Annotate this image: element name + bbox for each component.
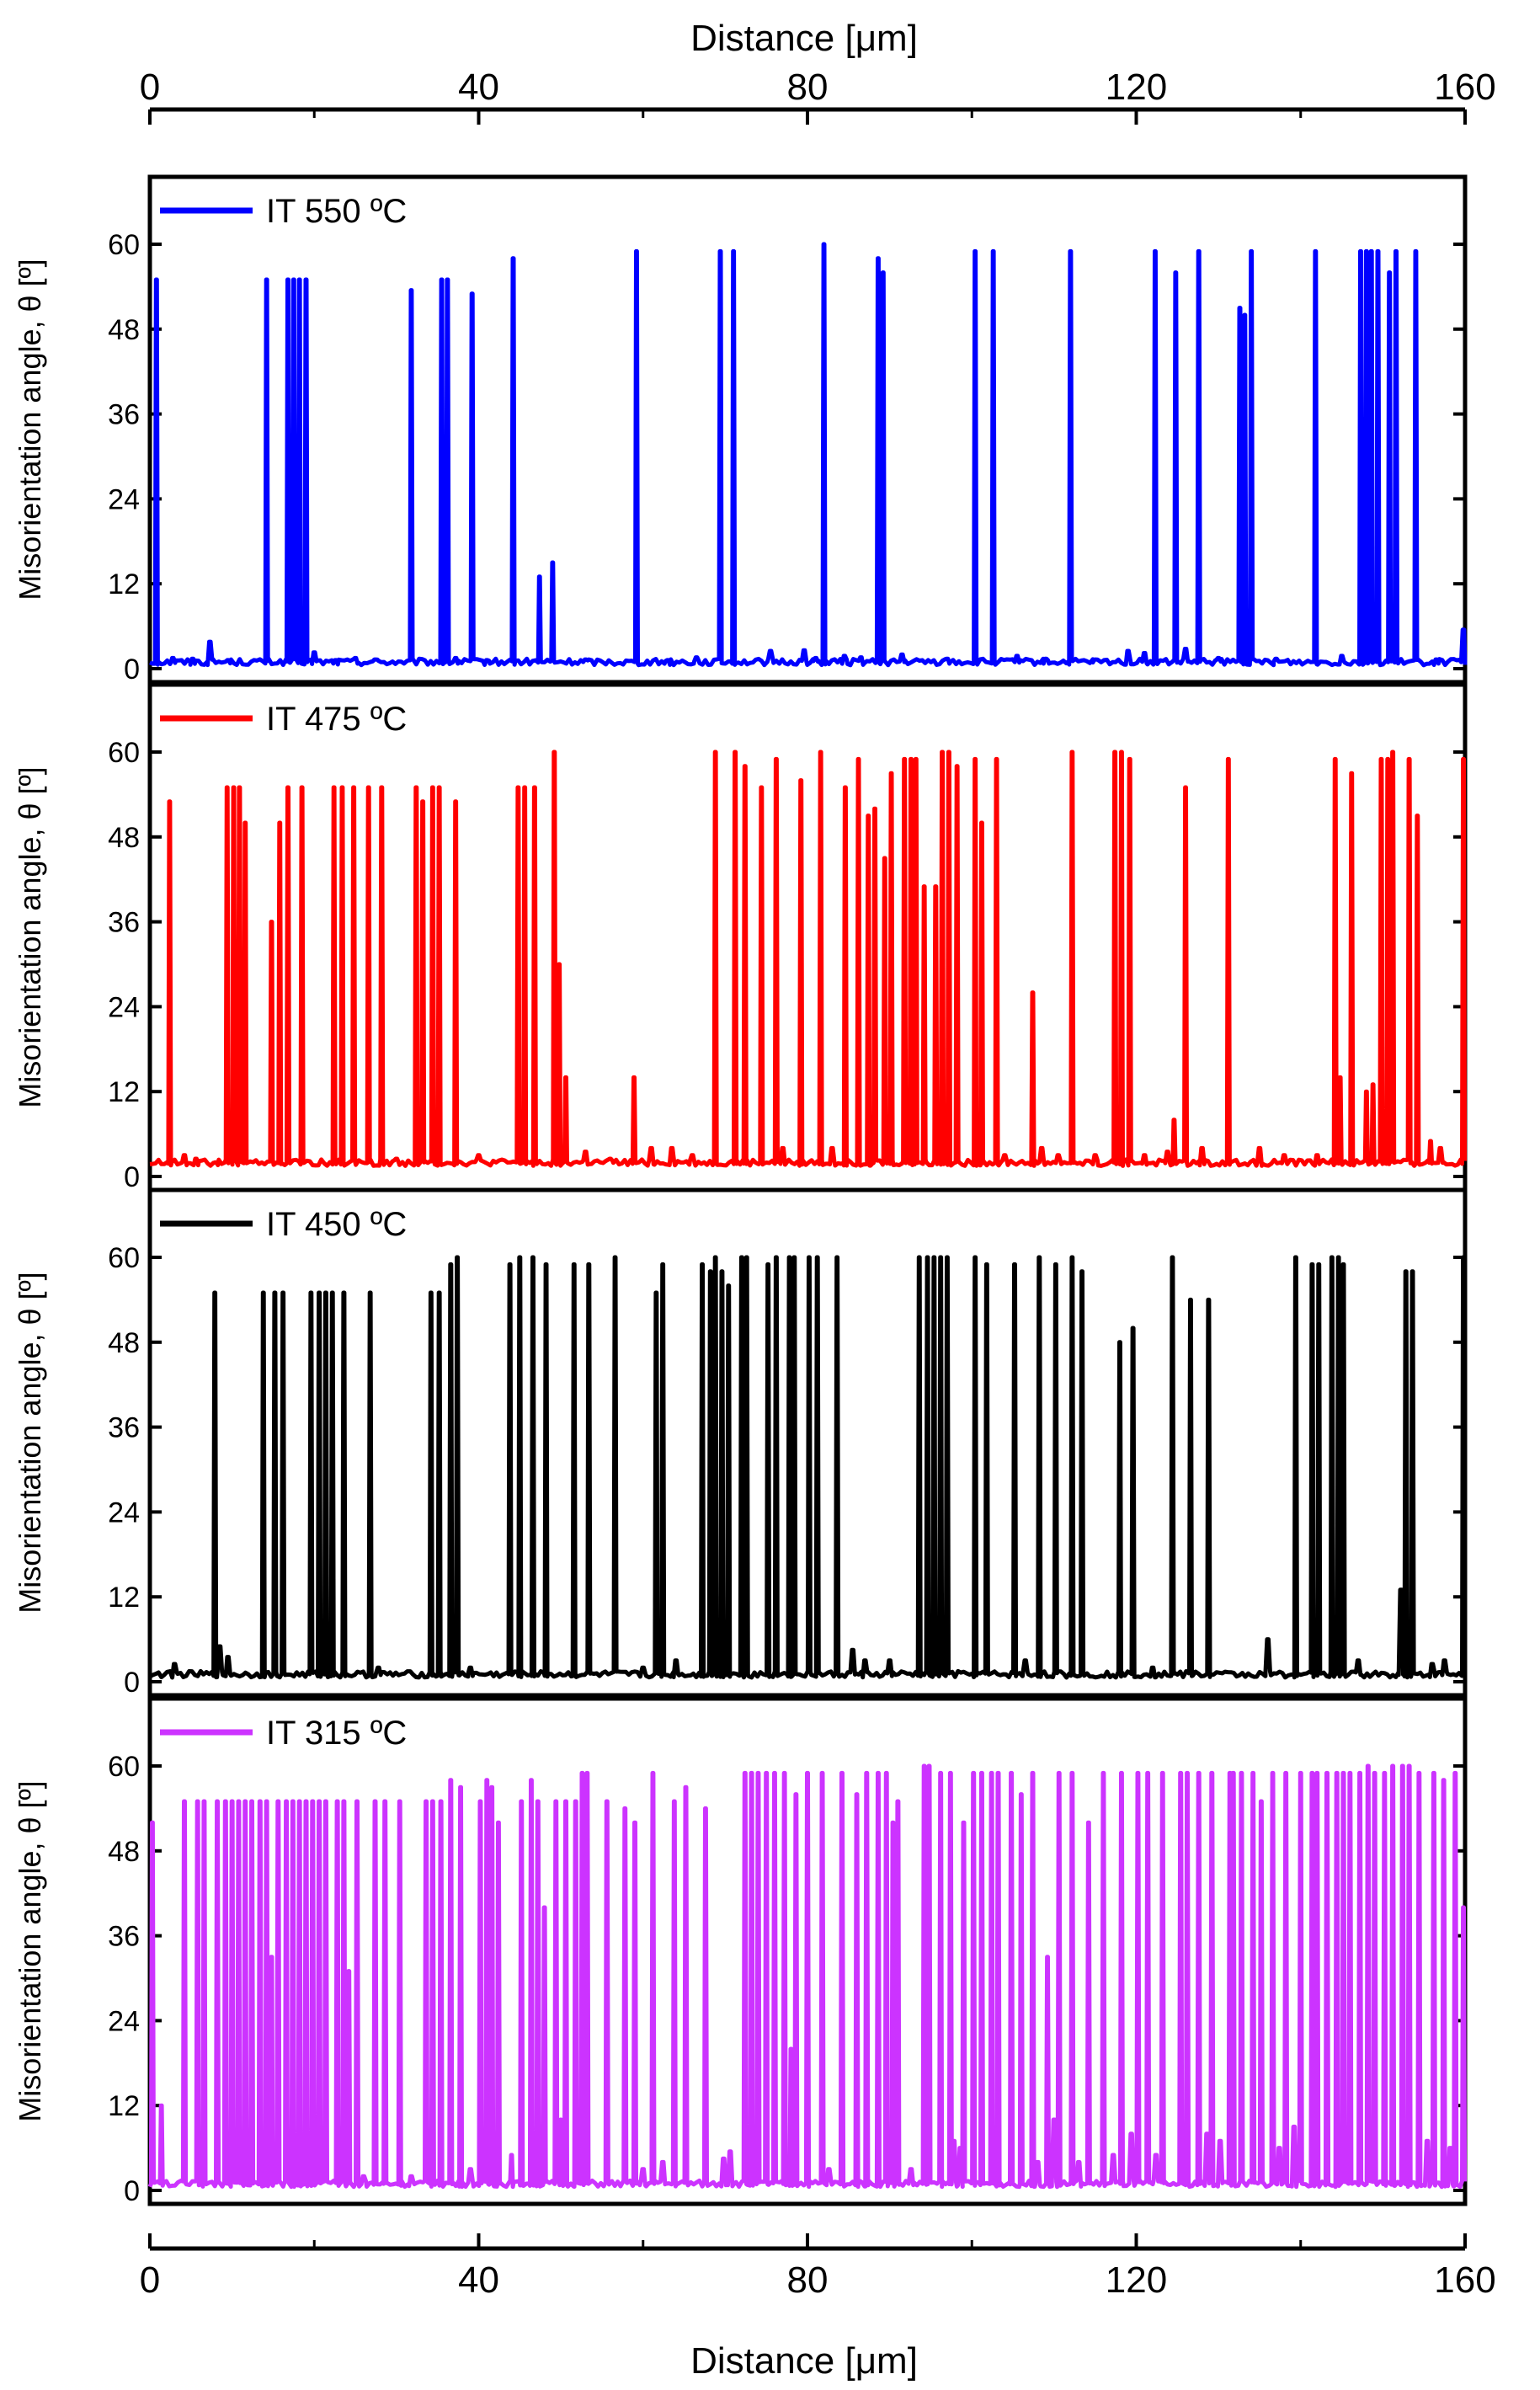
top-x-tick-label: 120 — [1106, 67, 1167, 108]
y-tick-label: 60 — [108, 1242, 140, 1274]
bottom-x-tick-label: 160 — [1434, 2259, 1495, 2301]
y-tick-label: 0 — [124, 1161, 140, 1193]
panel-frame — [147, 682, 1468, 1192]
y-tick-label: 24 — [108, 483, 140, 515]
y-tick-label: 24 — [108, 2005, 140, 2037]
y-axis-title: Misorientation angle, θ [º] — [13, 1272, 47, 1613]
y-tick-label: 48 — [108, 1836, 140, 1868]
y-tick-label: 36 — [108, 1412, 140, 1444]
bottom-x-tick-label: 120 — [1106, 2259, 1167, 2301]
y-tick-label: 60 — [108, 737, 140, 769]
y-axis-title: Misorientation angle, θ [º] — [13, 1780, 47, 2121]
y-tick-label: 48 — [108, 1327, 140, 1359]
y-axis-title: Misorientation angle, θ [º] — [13, 259, 47, 600]
y-tick-label: 60 — [108, 229, 140, 261]
series-line — [147, 1763, 1468, 2190]
top-x-tick-label: 80 — [787, 67, 829, 108]
y-tick-label: 36 — [108, 399, 140, 431]
bottom-x-axis-title: Distance [μm] — [690, 2340, 918, 2382]
y-tick-label: 48 — [108, 822, 140, 854]
panel-2: 0 12 24 36 48 60 Misorientation angle, θ [º] IT… — [13, 682, 1468, 1193]
y-tick-label: 24 — [108, 991, 140, 1023]
y-tick-label: 12 — [108, 2090, 140, 2122]
legend-label: IT 550 ºC — [266, 193, 407, 230]
series-line — [148, 1255, 1468, 1680]
y-tick-label: 12 — [108, 1582, 140, 1614]
panel-4: 0 12 24 36 48 60 Misorientation angle, θ [º] IT… — [13, 1696, 1468, 2207]
y-tick-label: 0 — [124, 2175, 140, 2207]
legend-label: IT 475 ºC — [266, 701, 407, 738]
y-tick-label: 0 — [124, 654, 140, 686]
panel-3: 0 12 24 36 48 60 Misorientation angle, θ [º] IT… — [13, 1187, 1468, 1699]
panel-frame — [147, 174, 1468, 685]
series-line — [149, 750, 1468, 1168]
y-tick-label: 12 — [108, 568, 140, 600]
panels-layer: 0 12 24 36 48 60 Misorientation angle, θ [º] IT… — [13, 174, 1468, 2207]
y-tick-label: 24 — [108, 1496, 140, 1528]
bottom-x-tick-label: 0 — [140, 2259, 160, 2301]
y-tick-label: 0 — [124, 1667, 140, 1699]
panel-1: 0 12 24 36 48 60 Misorientation angle, θ [º] IT… — [13, 174, 1468, 686]
bottom-x-tick-label: 40 — [458, 2259, 499, 2301]
y-tick-label: 36 — [108, 907, 140, 939]
y-tick-label: 12 — [108, 1076, 140, 1108]
bottom-x-tick-label: 80 — [787, 2259, 829, 2301]
y-tick-label: 60 — [108, 1751, 140, 1783]
top-x-tick-label: 160 — [1434, 67, 1495, 108]
top-x-tick-label: 0 — [140, 67, 160, 108]
y-tick-label: 48 — [108, 314, 140, 346]
legend-label: IT 315 ºC — [266, 1715, 407, 1752]
y-tick-label: 36 — [108, 1921, 140, 1953]
y-axis-title: Misorientation angle, θ [º] — [13, 766, 47, 1107]
top-x-tick-label: 40 — [458, 67, 499, 108]
legend-label: IT 450 ºC — [266, 1206, 407, 1243]
series-line — [149, 242, 1468, 668]
x-axes-layer: 0 40 80 120 160 0 40 80 120 160 — [140, 67, 1496, 2301]
top-x-axis-title: Distance [μm] — [690, 18, 918, 59]
